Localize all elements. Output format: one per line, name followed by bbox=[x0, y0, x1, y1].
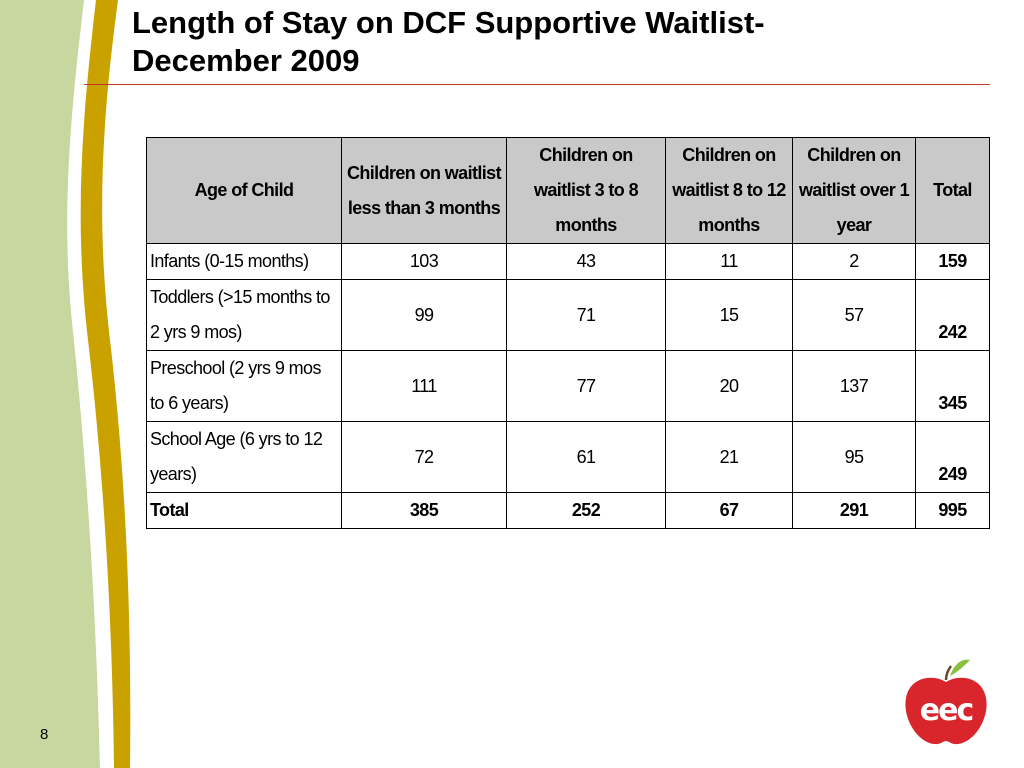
table-row-infants: Infants (0-15 months) 103 43 11 2 159 bbox=[146, 243, 990, 280]
cell-value: 72 bbox=[341, 421, 507, 493]
table-row-school-age: School Age (6 yrs to 12 years) 72 61 21 … bbox=[146, 421, 990, 493]
cell-value: 103 bbox=[341, 243, 507, 280]
header-age-of-child: Age of Child bbox=[146, 137, 342, 244]
cell-value: 111 bbox=[341, 350, 507, 422]
row-label: Total bbox=[146, 492, 342, 529]
row-total: 242 bbox=[915, 279, 990, 351]
cell-value: 385 bbox=[341, 492, 507, 529]
row-total: 345 bbox=[915, 350, 990, 422]
row-label: Preschool (2 yrs 9 mos to 6 years) bbox=[146, 350, 342, 422]
row-total: 159 bbox=[915, 243, 990, 280]
row-total: 249 bbox=[915, 421, 990, 493]
cell-value: 95 bbox=[792, 421, 916, 493]
title-underline bbox=[84, 84, 990, 85]
row-label: Toddlers (>15 months to 2 yrs 9 mos) bbox=[146, 279, 342, 351]
header-less-than-3-months: Children on waitlist less than 3 months bbox=[341, 137, 507, 244]
slide-title-line-2: December 2009 bbox=[132, 43, 360, 78]
cell-value: 2 bbox=[792, 243, 916, 280]
waitlist-table: Age of Child Children on waitlist less t… bbox=[146, 137, 990, 529]
header-8-to-12-months: Children on waitlist 8 to 12 months bbox=[665, 137, 793, 244]
cell-value: 67 bbox=[665, 492, 793, 529]
cell-value: 252 bbox=[506, 492, 666, 529]
row-label: Infants (0-15 months) bbox=[146, 243, 342, 280]
cell-value: 11 bbox=[665, 243, 793, 280]
header-over-1-year: Children on waitlist over 1 year bbox=[792, 137, 916, 244]
table-row-preschool: Preschool (2 yrs 9 mos to 6 years) 111 7… bbox=[146, 350, 990, 422]
cell-value: 57 bbox=[792, 279, 916, 351]
cell-value: 21 bbox=[665, 421, 793, 493]
slide-title: Length of Stay on DCF Supportive Waitlis… bbox=[132, 4, 992, 80]
grand-total: 995 bbox=[915, 492, 990, 529]
cell-value: 77 bbox=[506, 350, 666, 422]
table-row-toddlers: Toddlers (>15 months to 2 yrs 9 mos) 99 … bbox=[146, 279, 990, 351]
table-row-total: Total 385 252 67 291 995 bbox=[146, 492, 990, 529]
decorative-sidebar bbox=[0, 0, 131, 768]
cell-value: 291 bbox=[792, 492, 916, 529]
eec-logo-text: eec bbox=[920, 693, 973, 728]
cell-value: 99 bbox=[341, 279, 507, 351]
cell-value: 15 bbox=[665, 279, 793, 351]
cell-value: 71 bbox=[506, 279, 666, 351]
slide-title-line-1: Length of Stay on DCF Supportive Waitlis… bbox=[132, 5, 765, 40]
eec-apple-logo: eec bbox=[905, 659, 987, 745]
header-total: Total bbox=[915, 137, 990, 244]
cell-value: 137 bbox=[792, 350, 916, 422]
cell-value: 20 bbox=[665, 350, 793, 422]
slide-number: 8 bbox=[40, 726, 49, 743]
cell-value: 61 bbox=[506, 421, 666, 493]
header-3-to-8-months: Children on waitlist 3 to 8 months bbox=[506, 137, 666, 244]
table-header-row: Age of Child Children on waitlist less t… bbox=[146, 137, 990, 244]
row-label: School Age (6 yrs to 12 years) bbox=[146, 421, 342, 493]
cell-value: 43 bbox=[506, 243, 666, 280]
